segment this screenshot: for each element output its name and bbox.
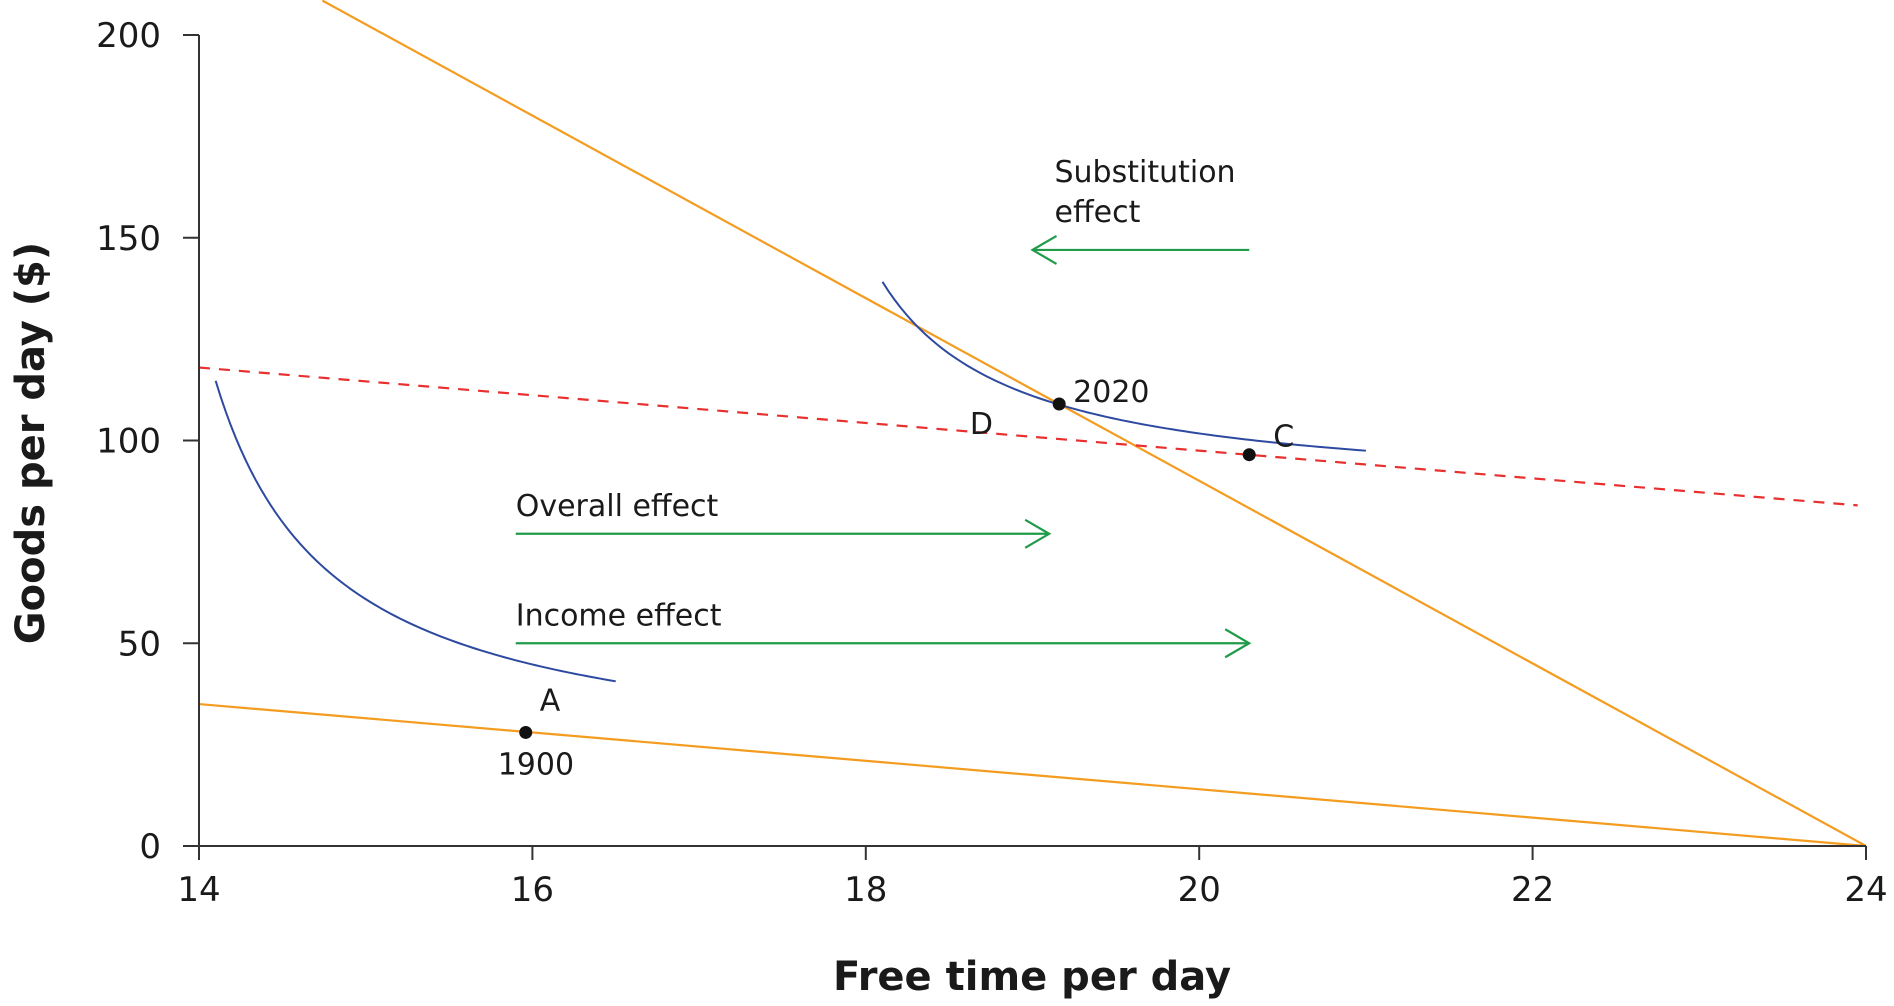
y-tick-label-200: 200 <box>96 16 161 56</box>
ic-2020-curve <box>881 281 1366 452</box>
budget-2020-line <box>321 0 1867 847</box>
point-year-2020: 2020 <box>1073 375 1149 410</box>
overall-effect-label-0: Overall effect <box>516 489 719 524</box>
x-tick-label-14: 14 <box>177 870 220 910</box>
ticks: 14 16 18 20 22 24 0 50 100 150 200 <box>96 16 1888 910</box>
income-effect-arrowhead <box>1224 628 1252 659</box>
point-C <box>1242 448 1256 462</box>
ic-1900-curve <box>214 380 616 683</box>
x-axis-title: Free time per day <box>833 954 1231 1000</box>
y-tick-label-0: 0 <box>139 827 161 867</box>
plot-marks: Overall effect Income effect Substitution e… <box>198 0 1867 848</box>
substitution-effect-label-1: effect <box>1055 195 1141 230</box>
x-tick-label-22: 22 <box>1511 870 1554 910</box>
budget-1900-line <box>198 702 1867 848</box>
x-tick-label-16: 16 <box>511 870 554 910</box>
budget-dashed-line <box>198 366 1858 507</box>
x-tick-label-24: 24 <box>1844 870 1887 910</box>
point-label-D: D <box>970 407 993 442</box>
income-effect-label-0: Income effect <box>516 598 722 633</box>
point-year-A: 1900 <box>498 747 574 782</box>
y-tick-label-100: 100 <box>96 422 161 462</box>
point-A <box>519 725 533 739</box>
substitution-effect-arrowhead <box>1030 234 1058 265</box>
point-label-C: C <box>1273 420 1294 455</box>
point-2020 <box>1052 397 1066 411</box>
point-label-A: A <box>540 683 561 718</box>
overall-effect-arrowhead <box>1024 518 1052 549</box>
y-tick-label-50: 50 <box>118 624 161 664</box>
y-tick-label-150: 150 <box>96 219 161 259</box>
y-axis-title: Goods per day ($) <box>8 242 54 644</box>
substitution-effect-label-0: Substitution <box>1055 155 1236 190</box>
x-tick-label-18: 18 <box>844 870 887 910</box>
x-tick-label-20: 20 <box>1178 870 1221 910</box>
